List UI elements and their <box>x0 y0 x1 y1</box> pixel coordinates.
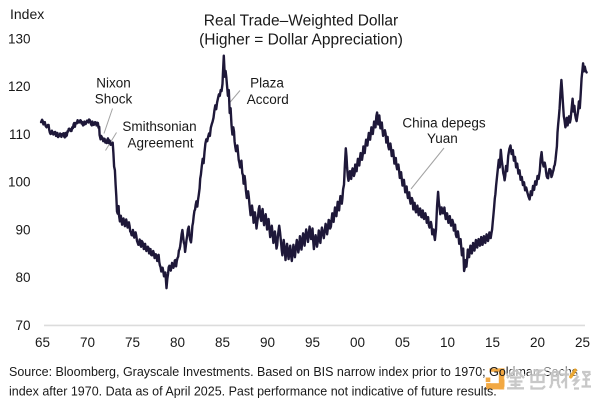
svg-text:95: 95 <box>305 335 320 350</box>
svg-text:China depegs: China depegs <box>402 115 486 130</box>
svg-text:(Higher = Dollar Appreciation): (Higher = Dollar Appreciation) <box>199 32 403 49</box>
svg-text:130: 130 <box>8 31 31 46</box>
svg-text:80: 80 <box>170 335 185 350</box>
svg-text:85: 85 <box>215 335 230 350</box>
svg-text:75: 75 <box>125 335 140 350</box>
svg-text:Source: Bloomberg, Grayscale I: Source: Bloomberg, Grayscale Investments… <box>9 365 578 379</box>
svg-text:80: 80 <box>15 270 30 285</box>
svg-text:15: 15 <box>485 335 500 350</box>
svg-text:Index: Index <box>10 6 44 22</box>
svg-text:00: 00 <box>350 335 365 350</box>
svg-text:Nixon: Nixon <box>96 76 131 91</box>
svg-text:20: 20 <box>530 335 545 350</box>
svg-text:Agreement: Agreement <box>127 135 193 150</box>
svg-text:index after 1970. Data as of A: index after 1970. Data as of April 2025.… <box>9 384 497 398</box>
svg-text:05: 05 <box>395 335 410 350</box>
svg-text:65: 65 <box>35 335 50 350</box>
svg-text:Smithsonian: Smithsonian <box>122 119 196 134</box>
svg-text:90: 90 <box>260 335 275 350</box>
svg-text:70: 70 <box>15 318 30 333</box>
svg-text:Plaza: Plaza <box>250 75 284 90</box>
svg-text:10: 10 <box>440 335 455 350</box>
svg-text:90: 90 <box>15 222 30 237</box>
svg-text:Real Trade–Weighted Dollar: Real Trade–Weighted Dollar <box>204 13 398 30</box>
svg-text:25: 25 <box>575 335 590 350</box>
svg-text:Shock: Shock <box>95 92 133 107</box>
svg-text:Yuan: Yuan <box>427 131 458 146</box>
svg-text:110: 110 <box>9 127 31 142</box>
svg-text:120: 120 <box>8 79 31 94</box>
svg-text:70: 70 <box>80 335 95 350</box>
svg-text:Accord: Accord <box>247 92 289 107</box>
svg-text:100: 100 <box>8 175 31 190</box>
